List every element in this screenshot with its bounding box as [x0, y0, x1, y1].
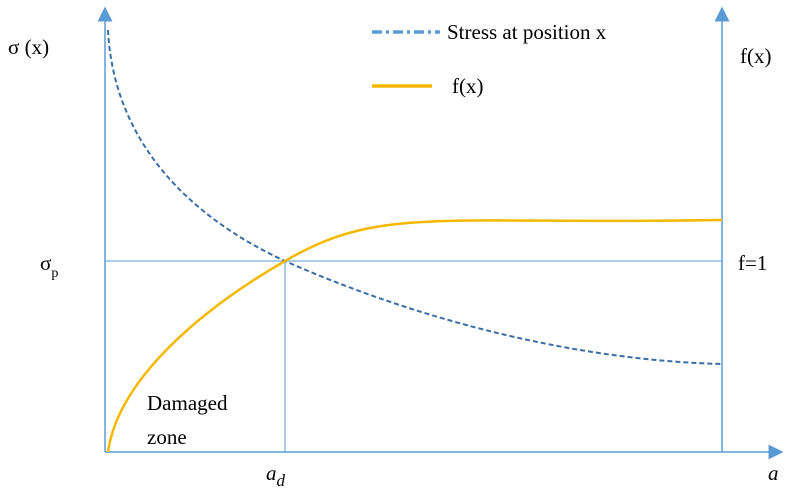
annotation: f=1: [738, 251, 767, 275]
annotation: zone: [147, 425, 187, 449]
axis-label: a: [768, 461, 779, 485]
axis-label: f(x): [740, 44, 771, 68]
annotation: σp: [40, 251, 58, 281]
f-curve: [106, 218, 723, 453]
axis-label: σ (x): [8, 35, 49, 59]
annotation: ad: [266, 461, 286, 490]
annotation: Damaged: [147, 391, 228, 415]
stress-curve: [107, 29, 723, 365]
legend-label: f(x): [452, 74, 483, 98]
legend-label: Stress at position x: [447, 20, 607, 44]
